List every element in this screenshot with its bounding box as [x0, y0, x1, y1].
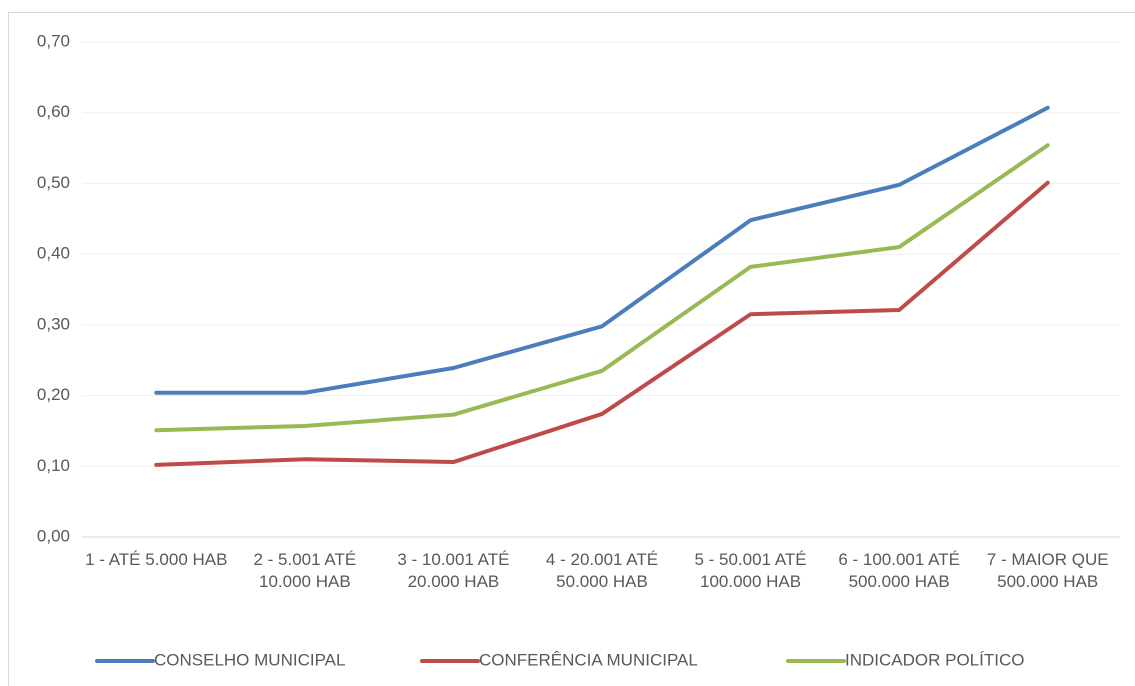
x-tick-label: 5 - 50.001 ATÉ 100.000 HAB — [694, 550, 807, 591]
y-tick-label: 0,20 — [37, 385, 70, 404]
y-tick-label: 0,40 — [37, 244, 70, 263]
x-tick-label: 4 - 20.001 ATÉ 50.000 HAB — [545, 550, 659, 591]
y-tick-label: 0,50 — [37, 173, 70, 192]
x-tick-label: 6 - 100.001 ATÉ 500.000 HAB — [838, 550, 960, 591]
line — [154, 180, 1050, 467]
x-tick-label: 7 - MAIOR QUE 500.000 HAB — [986, 550, 1109, 591]
chart-border — [8, 12, 1135, 686]
x-tick-label: 1 - ATÉ 5.000 HAB — [85, 550, 228, 569]
line — [154, 143, 1050, 433]
legend-label: CONFERÊNCIA MUNICIPAL — [479, 650, 698, 669]
legend-label: CONSELHO MUNICIPAL — [154, 650, 345, 669]
x-tick-label: 3 - 10.001 ATÉ 20.000 HAB — [397, 550, 510, 591]
y-tick-label: 0,70 — [37, 31, 70, 50]
x-tick-label: 2 - 5.001 ATÉ 10.000 HAB — [253, 550, 357, 591]
y-tick-label: 0,30 — [37, 314, 70, 333]
legend-label: INDICADOR POLÍTICO — [845, 650, 1024, 669]
y-tick-label: 0,60 — [37, 102, 70, 121]
y-tick-label: 0,10 — [37, 456, 70, 475]
y-tick-label: 0,00 — [37, 526, 70, 545]
line — [154, 105, 1050, 395]
